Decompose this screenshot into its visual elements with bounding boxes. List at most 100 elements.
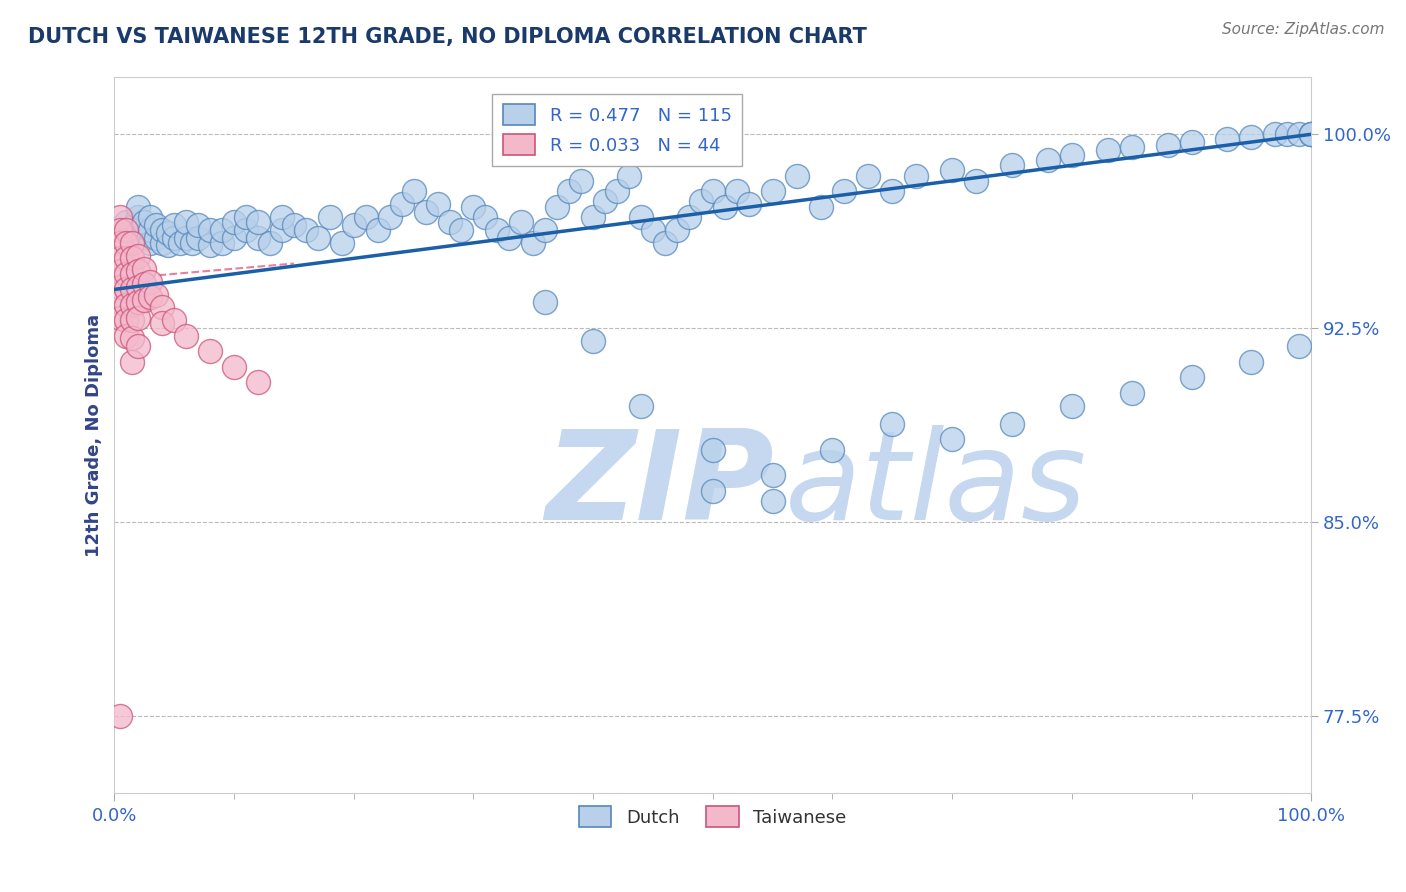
Point bbox=[134, 277, 156, 292]
Point bbox=[139, 290, 162, 304]
Point bbox=[354, 210, 377, 224]
Point bbox=[115, 215, 138, 229]
Point bbox=[821, 442, 844, 457]
Point bbox=[187, 218, 209, 232]
Point bbox=[163, 230, 186, 244]
Point bbox=[110, 708, 132, 723]
Point bbox=[463, 200, 485, 214]
Point bbox=[110, 280, 132, 294]
Point bbox=[941, 163, 963, 178]
Point bbox=[127, 249, 149, 263]
Point bbox=[1240, 355, 1263, 369]
Point bbox=[439, 215, 461, 229]
Point bbox=[378, 210, 401, 224]
Point bbox=[110, 252, 132, 266]
Point bbox=[211, 223, 233, 237]
Point bbox=[150, 235, 173, 250]
Point bbox=[222, 230, 245, 244]
Point bbox=[1277, 128, 1299, 142]
Point bbox=[134, 230, 156, 244]
Point bbox=[235, 210, 257, 224]
Point bbox=[1288, 128, 1310, 142]
Y-axis label: 12th Grade, No Diploma: 12th Grade, No Diploma bbox=[86, 314, 103, 557]
Point bbox=[402, 184, 425, 198]
Point bbox=[391, 197, 413, 211]
Point bbox=[121, 282, 143, 296]
Point bbox=[474, 210, 496, 224]
Point bbox=[702, 483, 724, 498]
Point bbox=[546, 200, 568, 214]
Point bbox=[121, 355, 143, 369]
Point bbox=[702, 442, 724, 457]
Point bbox=[1121, 385, 1143, 400]
Point bbox=[127, 200, 149, 214]
Point bbox=[617, 169, 640, 183]
Point bbox=[630, 399, 652, 413]
Text: Source: ZipAtlas.com: Source: ZipAtlas.com bbox=[1222, 22, 1385, 37]
Point bbox=[150, 301, 173, 315]
Point bbox=[110, 223, 132, 237]
Point bbox=[174, 230, 197, 244]
Point bbox=[127, 264, 149, 278]
Point bbox=[110, 210, 132, 224]
Point bbox=[163, 218, 186, 232]
Point bbox=[498, 230, 520, 244]
Point bbox=[145, 287, 167, 301]
Point bbox=[702, 184, 724, 198]
Point bbox=[1180, 370, 1202, 384]
Point bbox=[1001, 158, 1024, 172]
Point bbox=[522, 235, 544, 250]
Point bbox=[211, 235, 233, 250]
Point bbox=[139, 210, 162, 224]
Point bbox=[426, 197, 449, 211]
Point bbox=[762, 494, 785, 508]
Point bbox=[558, 184, 581, 198]
Point bbox=[1036, 153, 1059, 168]
Point bbox=[121, 298, 143, 312]
Point bbox=[157, 238, 180, 252]
Point bbox=[174, 215, 197, 229]
Point bbox=[582, 334, 605, 348]
Point bbox=[1240, 129, 1263, 144]
Point bbox=[665, 223, 688, 237]
Legend: Dutch, Taiwanese: Dutch, Taiwanese bbox=[572, 799, 853, 834]
Text: atlas: atlas bbox=[785, 425, 1087, 546]
Point bbox=[198, 238, 221, 252]
Point bbox=[283, 218, 305, 232]
Point bbox=[569, 174, 592, 188]
Point bbox=[127, 310, 149, 325]
Point bbox=[941, 432, 963, 446]
Point bbox=[247, 215, 270, 229]
Point bbox=[858, 169, 880, 183]
Point bbox=[330, 235, 353, 250]
Point bbox=[139, 275, 162, 289]
Point bbox=[593, 194, 616, 209]
Point bbox=[115, 223, 138, 237]
Point bbox=[163, 313, 186, 327]
Point bbox=[174, 329, 197, 343]
Point bbox=[905, 169, 928, 183]
Point bbox=[115, 252, 138, 266]
Point bbox=[145, 230, 167, 244]
Point bbox=[606, 184, 628, 198]
Point bbox=[762, 184, 785, 198]
Point bbox=[134, 293, 156, 307]
Point bbox=[415, 204, 437, 219]
Point bbox=[510, 215, 533, 229]
Point bbox=[134, 261, 156, 276]
Point bbox=[247, 376, 270, 390]
Point bbox=[127, 210, 149, 224]
Point bbox=[882, 184, 904, 198]
Point bbox=[725, 184, 748, 198]
Point bbox=[678, 210, 700, 224]
Point bbox=[235, 223, 257, 237]
Point bbox=[713, 200, 735, 214]
Point bbox=[115, 298, 138, 312]
Point bbox=[810, 200, 832, 214]
Point bbox=[1216, 132, 1239, 146]
Point bbox=[1097, 143, 1119, 157]
Point bbox=[110, 264, 132, 278]
Point bbox=[115, 313, 138, 327]
Point bbox=[187, 230, 209, 244]
Point bbox=[762, 468, 785, 483]
